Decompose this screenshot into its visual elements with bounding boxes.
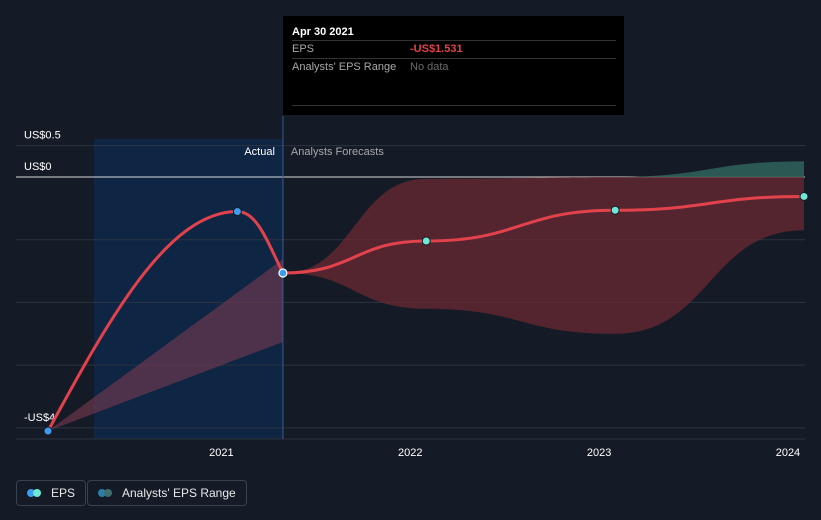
legend-eps-label: EPS (51, 486, 76, 500)
tooltip-range-value: No data (410, 61, 449, 73)
y-axis-label: US$0.5 (24, 130, 61, 142)
eps-point-actual (43, 426, 53, 436)
x-tick-label: 2022 (398, 447, 422, 459)
legend-eps-dot-forecast (33, 489, 41, 497)
legend-range-swatch (98, 488, 114, 498)
tooltip-eps-value: -US$1.531 (410, 43, 463, 55)
x-tick-label: 2024 (776, 447, 800, 459)
x-tick-label: 2023 (587, 447, 611, 459)
tooltip-range-label: Analysts' EPS Range (292, 61, 397, 73)
x-tick-label: 2021 (209, 447, 233, 459)
tooltip-range-row: Analysts' EPS Range No data (292, 58, 616, 76)
legend-eps-dot-actual (27, 489, 35, 497)
tooltip-eps-label: EPS (292, 43, 315, 55)
eps-point-actual (232, 206, 242, 216)
eps-point-forecast (799, 191, 809, 201)
eps-chart: US$0.5 US$0 -US$4 Actual Analysts Forecasts 2… (16, 116, 809, 459)
legend-range-dot-forecast (104, 489, 112, 497)
actual-range-band (48, 259, 283, 431)
eps-point-forecast (610, 205, 620, 215)
legend-range-dot-actual (98, 489, 106, 497)
forecast-label: Analysts Forecasts (291, 146, 384, 158)
actual-label: Actual (244, 146, 275, 158)
eps-point-hovered (278, 268, 288, 278)
legend-eps-button[interactable]: EPS (16, 480, 87, 506)
legend-range-button[interactable]: Analysts' EPS Range (87, 480, 247, 506)
legend-eps-swatch (27, 488, 43, 498)
y-axis-label: -US$4 (24, 412, 55, 424)
y-axis-label: US$0 (24, 161, 52, 173)
eps-point-forecast (421, 236, 431, 246)
eps-line-forecast (282, 194, 805, 275)
tooltip-eps-row: EPS -US$1.531 (292, 40, 616, 58)
legend-range-label: Analysts' EPS Range (122, 486, 236, 500)
hover-tooltip: Apr 30 2021 EPS -US$1.531 Analysts' EPS … (283, 16, 624, 115)
tooltip-divider (292, 105, 616, 106)
eps-line-actual (46, 209, 285, 432)
forecast-range-band-positive (615, 161, 804, 177)
forecast-range-band-negative (282, 177, 804, 334)
tooltip-date: Apr 30 2021 (292, 26, 354, 38)
